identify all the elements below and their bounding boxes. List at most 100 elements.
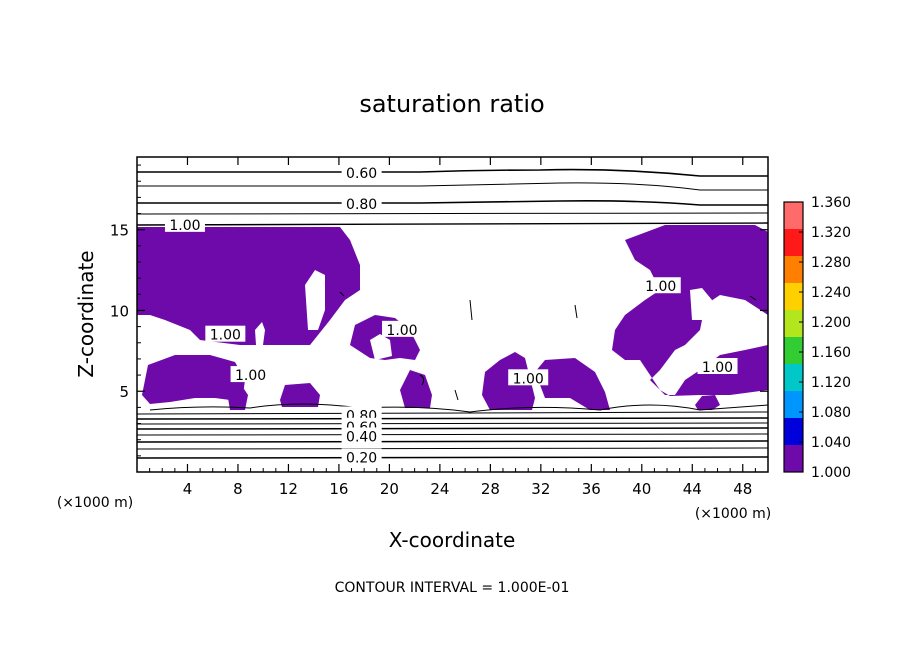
y-tick-label: 5 [119,383,129,401]
contour-line [136,411,769,415]
contour-label: 1.00 [210,328,241,344]
contour-line [149,403,769,413]
contour-labels: 0.600.801.001.001.001.001.001.001.000.80… [164,164,738,466]
contour-line [136,456,769,459]
contour-label-bg [341,448,382,465]
contour-label-bg [205,325,246,342]
supersaturated-regions [137,225,768,410]
colorbar-segment [784,391,803,419]
x-tick-label: 48 [733,480,752,498]
contour-label: 1.00 [513,371,544,387]
x-tick-label: 36 [582,480,601,498]
contour-label-bg [382,320,423,337]
contour-label-bg [341,194,382,211]
contour-line [137,182,768,191]
contour-line [749,295,757,301]
contour-label: 0.80 [346,197,377,213]
contour-line [574,304,578,319]
y-tick-label: 10 [110,302,129,320]
x-tick-label: 32 [531,480,550,498]
colorbar-segment [784,337,803,365]
y-axis-ticks: 5 10 15 [110,164,768,457]
colorbar-frame [783,201,804,473]
colorbar-label: 1.000 [811,465,851,481]
supersaturated-region-upper-left [137,227,360,345]
contour-label-bg [230,366,271,383]
x-tick-label: 12 [279,480,298,498]
colorbar-segment [784,445,803,473]
contour-line [469,299,473,321]
contour-lines [136,168,769,459]
contour-line [419,374,425,386]
colorbar-label: 1.240 [811,285,851,301]
x-tick-label: 44 [683,480,702,498]
contour-label-bg [697,358,738,374]
supersaturated-region-upper-right [612,225,768,396]
x-tick-label: 24 [430,480,449,498]
colorbar-label: 1.280 [811,255,851,271]
contour-line [136,447,769,450]
x-tick-label: 40 [632,480,651,498]
x-axis-title: X-coordinate [389,528,516,552]
x-unit-right: (×1000 m) [695,506,771,522]
contour-label: 0.20 [346,450,377,466]
supersaturated-region-center-right [535,358,610,410]
contour-line [137,200,768,206]
x-axis-label: X-coordinate [389,528,516,552]
unsaturated-pocket-1 [305,270,325,330]
colorbar-segment [784,202,803,230]
x-tick-label: 20 [380,480,399,498]
colorbar-label: 1.040 [811,435,851,451]
colorbar-segment [784,418,803,446]
contour-label-bg [640,277,681,294]
y-tick-label: 15 [110,222,129,240]
contour-label: 1.00 [645,279,676,295]
contour-line [136,440,769,443]
contour-label-bg [341,427,382,444]
contour-label-bg [164,215,205,232]
unsaturated-pocket-4 [690,288,712,320]
x-tick-label: 16 [329,480,348,498]
contour-label-bg [508,369,549,386]
colorbar-segment [784,229,803,257]
supersaturated-region-lower-left [142,355,245,404]
unsaturated-pockets [255,270,712,360]
contour-label-bg [341,164,382,181]
x-axis-ticks: 4 8 12 16 20 24 28 32 36 40 44 48 [149,157,756,498]
contour-line [137,168,768,177]
colorbar-label: 1.160 [811,345,851,361]
contour-label: 1.00 [169,218,200,234]
contour-line [136,427,769,430]
contour-label: 1.00 [386,323,417,339]
colorbar-segment [784,310,803,338]
contour-line [136,417,769,420]
contour-label: 0.60 [346,166,377,182]
contour-label: 1.00 [235,368,266,384]
contour-line [136,433,769,436]
supersaturated-region-small-left [228,386,248,410]
x-tick-label: 4 [183,480,193,498]
contour-line [136,422,769,425]
colorbar-segment [784,364,803,392]
colorbar-segment [784,283,803,311]
contour-line [136,222,769,226]
colorbar-label: 1.080 [811,405,851,421]
contour-line [454,389,459,401]
colorbar-label: 1.200 [811,315,851,331]
colorbar-label: 1.360 [811,195,851,211]
x-tick-label: 28 [481,480,500,498]
supersaturated-region-right-small [695,395,720,410]
chart-title: saturation ratio [359,90,544,118]
unsaturated-pocket-2 [255,322,265,345]
colorbar-label: 1.320 [811,225,851,241]
contour-interval-note: CONTOUR INTERVAL = 1.000E-01 [335,580,570,596]
contour-line [136,212,769,215]
x-tick-label: 8 [233,480,243,498]
contour-line [339,291,345,297]
colorbar: 1.360 1.320 1.280 1.240 1.200 1.160 1.120 1.080… [783,195,851,481]
x-unit-left: (×1000 m) [57,495,133,511]
supersaturated-region-center-left [280,383,320,407]
plot-area: 0.600.801.001.001.001.001.001.001.000.80… [110,156,769,498]
colorbar-label: 1.120 [811,375,851,391]
